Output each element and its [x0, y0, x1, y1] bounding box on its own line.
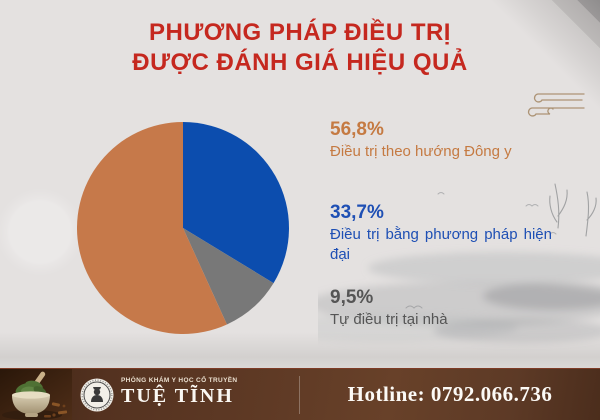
hotline-text: Hotline: 0792.066.736 — [347, 382, 553, 406]
bottom-wash-decoration — [0, 332, 600, 368]
footer-divider — [299, 376, 300, 414]
mortar-pestle-photo — [0, 369, 72, 420]
clinic-type-label: PHÒNG KHÁM Y HỌC CỔ TRUYỀN — [121, 377, 238, 384]
legend-value: 33,7% — [330, 202, 384, 223]
pie-legend: 56,8% Điều trị theo hướng Đông y 33,7% Đ… — [330, 119, 562, 330]
tue-tinh-logo — [80, 378, 114, 412]
legend-label: Điều trị theo hướng Đông y — [330, 143, 512, 160]
legend-label: Tự điều trị tại nhà — [330, 311, 448, 328]
legend-item-dong-y: 56,8% Điều trị theo hướng Đông y — [330, 119, 562, 162]
footer-bar: PHÒNG KHÁM Y HỌC CỔ TRUYỀN TUỆ TĨNH Hotl… — [0, 368, 600, 420]
legend-label: Điều trị bằng phương pháp hiện đại — [330, 226, 552, 263]
pie-slice — [76, 122, 227, 334]
pie-chart — [76, 122, 289, 334]
faint-watermark-circle — [8, 200, 72, 264]
pie-slice — [183, 122, 289, 284]
page-title-line2: ĐƯỢC ĐÁNH GIÁ HIỆU QUẢ — [132, 49, 468, 76]
pie-slice — [183, 228, 274, 325]
legend-value: 56,8% — [330, 119, 384, 140]
clinic-text-block: PHÒNG KHÁM Y HỌC CỔ TRUYỀN TUỆ TĨNH — [121, 377, 237, 407]
page-title: PHƯƠNG PHÁP ĐIỀU TRỊ ĐƯỢC ĐÁNH GIÁ HIỆU … — [0, 18, 600, 78]
legend-value: 9,5% — [330, 287, 374, 308]
page-title-line1: PHƯƠNG PHÁP ĐIỀU TRỊ — [149, 19, 451, 46]
legend-item-tai-nha: 9,5% Tự điều trị tại nhà — [330, 287, 562, 330]
clinic-name-label: TUỆ TĨNH — [121, 385, 234, 407]
legend-item-hien-dai: 33,7% Điều trị bằng phương pháp hiện đại — [330, 202, 562, 265]
cloud-motif-icon — [527, 93, 585, 117]
